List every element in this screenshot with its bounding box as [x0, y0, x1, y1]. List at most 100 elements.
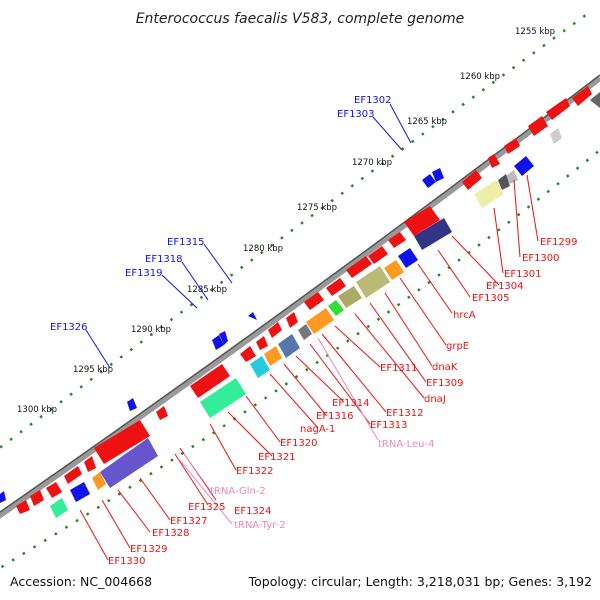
label-ef1327[interactable]: EF1327 — [170, 516, 208, 527]
label-ef1321[interactable]: EF1321 — [258, 452, 296, 463]
label-ef1326[interactable]: EF1326 — [50, 322, 88, 333]
cds-arrow[interactable] — [94, 420, 150, 464]
label-ef1305[interactable]: EF1305 — [472, 293, 510, 304]
cds-arrow[interactable] — [504, 138, 520, 154]
gene-grey2[interactable] — [506, 170, 518, 184]
gene-dnak[interactable] — [356, 266, 390, 298]
label-ef1320[interactable]: EF1320 — [280, 438, 318, 449]
cds-arrow[interactable] — [16, 500, 30, 514]
label-ef1314[interactable]: EF1314 — [332, 398, 370, 409]
gene-hrca[interactable] — [398, 248, 418, 268]
gene-ef1326[interactable] — [127, 398, 137, 411]
gene-ef1302[interactable] — [432, 168, 444, 182]
cds-arrow[interactable] — [64, 466, 82, 484]
gene-ef1309[interactable] — [338, 286, 362, 308]
gene-darkgrey[interactable] — [498, 174, 510, 190]
label-ef1300[interactable]: EF1300 — [522, 253, 560, 264]
label-ef1329[interactable]: EF1329 — [130, 544, 168, 555]
leader-ef1302 — [389, 103, 412, 144]
cds-arrow[interactable] — [462, 170, 482, 190]
label-ef1324[interactable]: EF1324 — [234, 506, 272, 517]
leader-ef1318 — [181, 261, 209, 301]
label-ef1304[interactable]: EF1304 — [486, 281, 524, 292]
gene-ef1313[interactable] — [298, 324, 312, 340]
label-ef1309[interactable]: EF1309 — [426, 378, 464, 389]
gene-ef1303[interactable] — [422, 174, 436, 188]
trna-leaders — [177, 337, 379, 525]
cds-arrow[interactable] — [268, 322, 282, 338]
label-naga-1[interactable]: nagA-1 — [300, 424, 335, 435]
gene-ef1328[interactable] — [100, 438, 158, 488]
label-ef1299[interactable]: EF1299 — [540, 237, 578, 248]
gene-dnaj[interactable] — [328, 300, 344, 316]
tick-label-1265: 1265 kbp — [407, 117, 447, 127]
gene-ef1329[interactable] — [92, 472, 106, 490]
leader-ef1326 — [85, 329, 111, 369]
tick-label-1295: 1295 kbp — [73, 365, 113, 375]
label-ef1322[interactable]: EF1322 — [236, 466, 274, 477]
label-dnak[interactable]: dnaK — [432, 362, 458, 373]
cds-arrow[interactable] — [326, 278, 346, 296]
cds-arrow[interactable] — [286, 312, 298, 328]
cds-arrow[interactable] — [240, 346, 256, 362]
label-ef1325[interactable]: EF1325 — [188, 502, 226, 513]
tick-label-1280: 1280 kbp — [243, 244, 283, 254]
accession-text: Accession: NC_004668 — [10, 574, 152, 589]
label-ef1303[interactable]: EF1303 — [337, 109, 375, 120]
cds-arrow[interactable] — [572, 86, 592, 106]
cds-arrow[interactable] — [190, 364, 230, 398]
gene-ef1301[interactable] — [474, 180, 504, 208]
cds-row-1 — [16, 86, 592, 514]
cds-arrow[interactable] — [30, 490, 44, 506]
cds-arrow[interactable] — [84, 456, 96, 472]
gene-naga-1[interactable] — [264, 346, 282, 366]
gene-ef1318[interactable] — [212, 335, 224, 350]
label-ef1316[interactable]: EF1316 — [316, 411, 354, 422]
gene-grpe[interactable] — [384, 260, 404, 280]
outer-tick-ring — [0, 10, 591, 450]
gene-grey[interactable] — [590, 92, 600, 108]
cds-arrow[interactable] — [346, 256, 372, 278]
label-trna-gln-2[interactable]: tRNA-Gln-2 — [210, 486, 266, 497]
cds-arrow[interactable] — [488, 154, 500, 168]
label-ef1318[interactable]: EF1318 — [145, 254, 183, 265]
cds-arrow[interactable] — [256, 336, 268, 350]
label-ef1319[interactable]: EF1319 — [125, 268, 163, 279]
label-ef1312[interactable]: EF1312 — [386, 408, 424, 419]
cds-arrow[interactable] — [368, 246, 388, 264]
gene-ef1319[interactable] — [219, 331, 228, 345]
label-grpe[interactable]: grpE — [446, 341, 469, 352]
label-ef1330[interactable]: EF1330 — [108, 556, 146, 567]
gene-ef1315[interactable] — [248, 312, 257, 320]
label-ef1301[interactable]: EF1301 — [504, 269, 542, 280]
gene-blue[interactable] — [514, 156, 534, 176]
inner-leaders — [79, 174, 539, 561]
cds-arrow[interactable] — [404, 206, 440, 236]
gene-ef1305[interactable] — [414, 218, 452, 250]
label-trna-tyr-2[interactable]: tRNA-Tyr-2 — [234, 520, 286, 531]
label-ef1328[interactable]: EF1328 — [152, 528, 190, 539]
gene-teal[interactable] — [50, 498, 68, 518]
cds-arrow[interactable] — [388, 232, 406, 248]
label-ef1302[interactable]: EF1302 — [354, 95, 392, 106]
tick-label-1300: 1300 kbp — [17, 405, 57, 415]
label-ef1311[interactable]: EF1311 — [380, 363, 418, 374]
cds-arrow[interactable] — [46, 482, 62, 498]
cds-arrow[interactable] — [304, 292, 324, 310]
gene-edge-blue[interactable] — [0, 491, 6, 503]
gene-ef1316[interactable] — [278, 334, 300, 358]
label-hrca[interactable]: hrcA — [453, 310, 476, 321]
label-ef1315[interactable]: EF1315 — [167, 237, 205, 248]
cds-arrow[interactable] — [546, 98, 570, 120]
gene-ef1311[interactable] — [306, 308, 334, 334]
gene-ef1320[interactable] — [250, 356, 270, 378]
label-ef1313[interactable]: EF1313 — [370, 420, 408, 431]
label-dnaj[interactable]: dnaJ — [424, 394, 446, 405]
gene-ef1321[interactable] — [200, 378, 246, 418]
cds-arrow[interactable] — [156, 406, 168, 420]
label-trna-leu-4[interactable]: tRNA-Leu-4 — [378, 439, 434, 450]
gene-lightgrey[interactable] — [550, 128, 562, 144]
gene-ef1330[interactable] — [70, 482, 90, 502]
cds-arrow[interactable] — [528, 116, 548, 136]
